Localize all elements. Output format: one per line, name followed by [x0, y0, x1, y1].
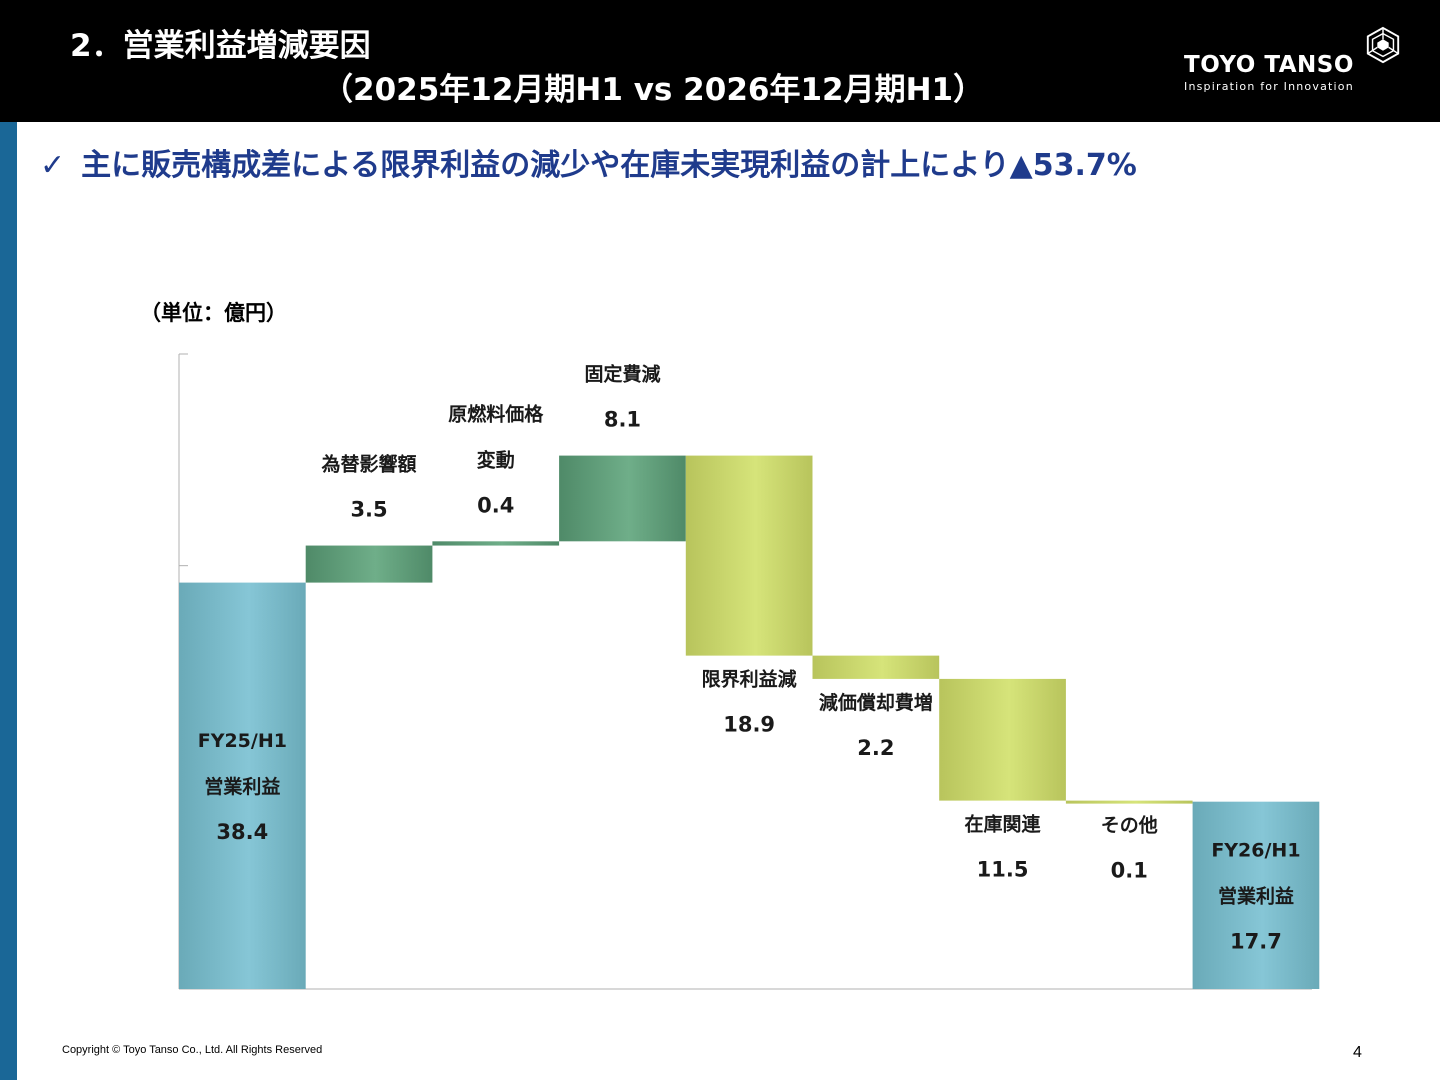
- data-label-category: 原燃料価格: [448, 402, 544, 425]
- check-icon: ✓: [40, 148, 66, 183]
- waterfall-bar: [179, 582, 306, 989]
- waterfall-bar: [432, 541, 560, 546]
- data-label-category: その他: [1101, 814, 1158, 837]
- data-label-value: 0.4: [477, 493, 514, 517]
- data-label-category: 限界利益減: [702, 668, 797, 691]
- data-label-value: 0.1: [1111, 859, 1148, 883]
- data-label-category: 営業利益: [1218, 884, 1294, 907]
- data-label-value: 11.5: [977, 858, 1029, 882]
- copyright-notice: Copyright © Toyo Tanso Co., Ltd. All Rig…: [62, 1044, 323, 1056]
- waterfall-bar: [685, 455, 813, 656]
- data-label-value: 17.7: [1230, 929, 1282, 953]
- page-number: 4: [1353, 1044, 1362, 1061]
- data-label-category: 固定費減: [584, 363, 660, 386]
- data-label-category: FY25/H1: [198, 730, 287, 752]
- page-title: 2．営業利益増減要因: [70, 28, 371, 64]
- sidebar-accent-bar: [0, 122, 17, 1080]
- data-label-category: 在庫関連: [965, 813, 1042, 836]
- waterfall-bar: [559, 455, 686, 542]
- summary-text: 主に販売構成差による限界利益の減少や在庫未実現利益の計上により▲53.7%: [81, 148, 1137, 183]
- chart-unit-label: （単位：億円）: [140, 301, 287, 325]
- waterfall-bar: [305, 545, 433, 583]
- data-label-value: 38.4: [216, 820, 268, 844]
- waterfall-bar: [812, 655, 940, 679]
- page-title-period: （2025年12月期H1 vs 2026年12月期H1）: [322, 72, 985, 108]
- data-label-category: 営業利益: [204, 775, 280, 798]
- company-tagline: Inspiration for Innovation: [1184, 80, 1354, 93]
- waterfall-bar: [1065, 800, 1193, 804]
- data-label-value: 2.2: [857, 736, 894, 760]
- summary-headline: ✓ 主に販売構成差による限界利益の減少や在庫未実現利益の計上により▲53.7%: [40, 140, 1137, 184]
- data-label-value: 3.5: [350, 498, 387, 522]
- hexagon-logo-icon: [1366, 26, 1400, 64]
- waterfall-bar: [1192, 801, 1320, 989]
- company-logo-name: TOYO TANSO: [1184, 52, 1354, 78]
- waterfall-bar: [939, 678, 1066, 801]
- data-label-category: FY26/H1: [1211, 839, 1300, 861]
- data-label-value: 8.1: [604, 408, 641, 432]
- data-label-category: 変動: [477, 448, 515, 471]
- data-label-category: 為替影響額: [322, 453, 417, 476]
- data-label-value: 18.9: [723, 713, 775, 737]
- header-bar: 2．営業利益増減要因 （2025年12月期H1 vs 2026年12月期H1） …: [0, 0, 1440, 122]
- data-label-category: 減価償却費増: [819, 691, 933, 714]
